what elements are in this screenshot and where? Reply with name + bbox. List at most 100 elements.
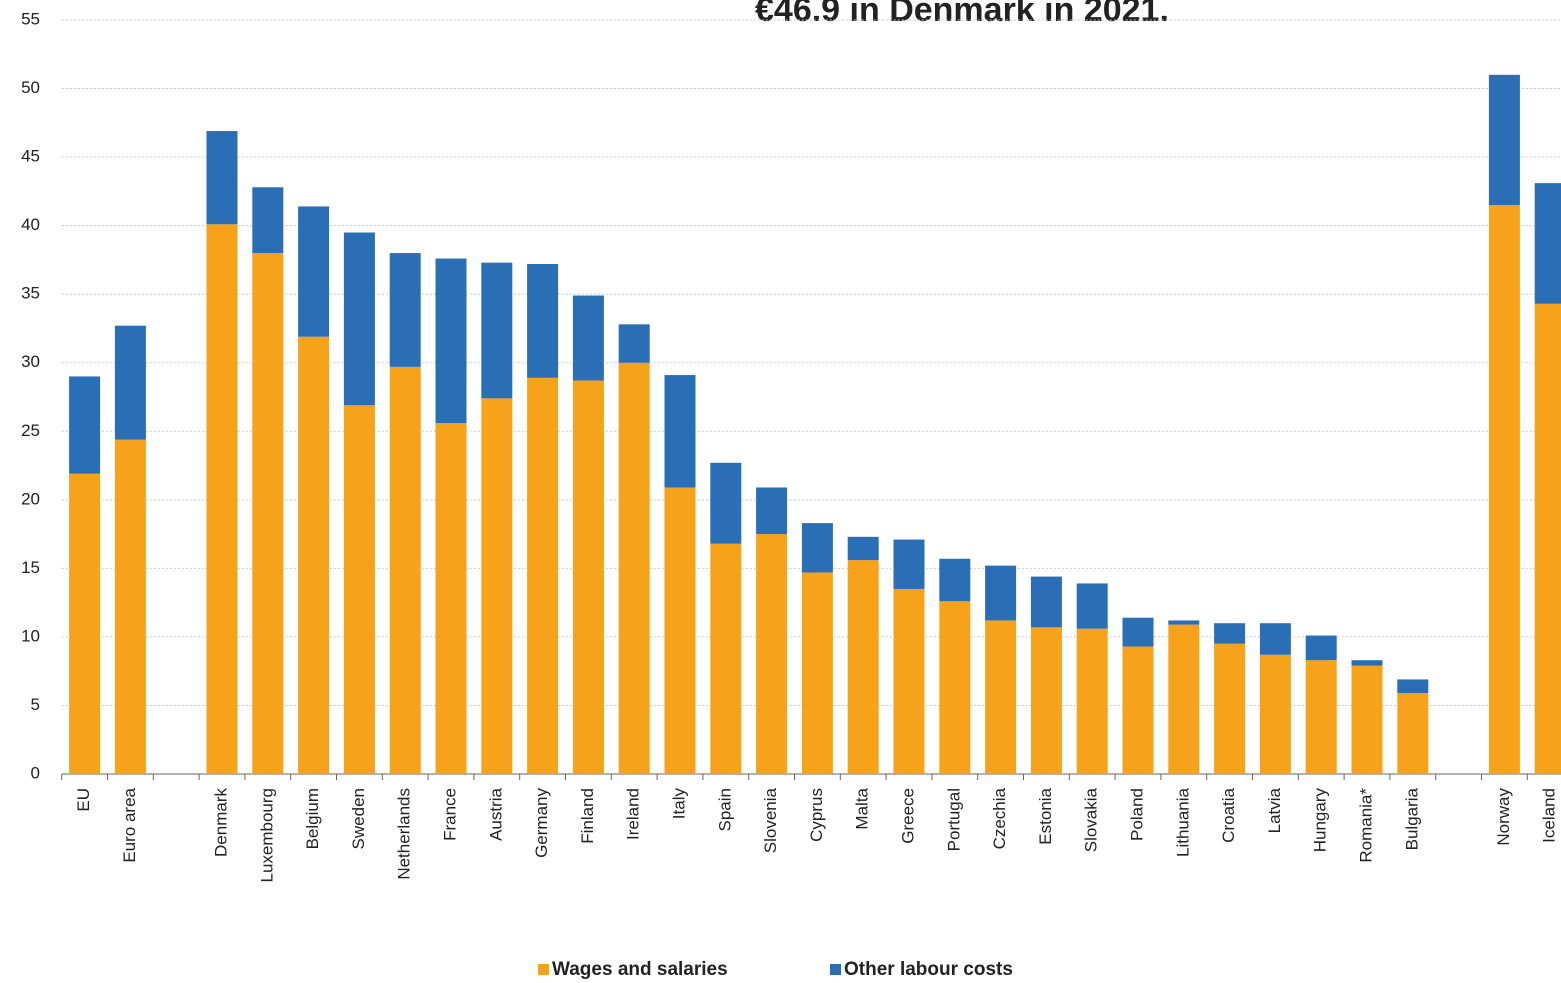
bar-segment xyxy=(1305,660,1337,774)
bar-segment xyxy=(1397,693,1429,774)
x-tick-label: Latvia xyxy=(1265,787,1284,833)
y-tick-label: 50 xyxy=(21,78,40,97)
y-tick-label: 5 xyxy=(31,695,40,714)
x-tick-label: Malta xyxy=(853,787,872,829)
bar-segment xyxy=(1259,654,1291,774)
bar-segment xyxy=(847,536,879,561)
bar-segment xyxy=(343,232,375,406)
bar-segment xyxy=(1259,623,1291,655)
bar-segment xyxy=(206,224,238,775)
legend-swatch xyxy=(538,964,549,975)
bar-segment xyxy=(1030,576,1062,628)
bar-segment xyxy=(298,336,330,774)
y-tick-label: 15 xyxy=(21,558,40,577)
x-tick-label: Belgium xyxy=(303,788,322,849)
x-tick-label: Croatia xyxy=(1219,787,1238,842)
y-tick-label: 30 xyxy=(21,352,40,371)
bar-segment xyxy=(69,376,101,474)
y-tick-label: 25 xyxy=(21,421,40,440)
x-tick-label: Slovenia xyxy=(761,787,780,853)
bar-segment xyxy=(527,264,559,378)
bar-segment xyxy=(801,572,833,774)
bar-segment xyxy=(801,523,833,573)
bar-segment xyxy=(1488,205,1520,774)
annotation: €46.9 in Denmark in 2021. xyxy=(755,0,1169,29)
bar-segment xyxy=(527,377,559,774)
bar-segment xyxy=(939,558,971,602)
bar-segment xyxy=(1168,620,1200,625)
legend-label: Other labour costs xyxy=(844,959,1013,980)
x-tick-label: Euro area xyxy=(120,787,139,862)
bar-segment xyxy=(389,366,421,774)
x-tick-label: Poland xyxy=(1127,788,1146,841)
bar-segment xyxy=(1397,679,1429,694)
bar-segment xyxy=(114,325,146,440)
x-tick-label: Estonia xyxy=(1036,787,1055,844)
bar-segment xyxy=(481,398,513,774)
bar-segment xyxy=(939,601,971,774)
x-tick-label: Norway xyxy=(1494,788,1513,846)
x-tick-label: Netherlands xyxy=(395,788,414,880)
y-tick-label: 35 xyxy=(21,284,40,303)
x-tick-label: EU xyxy=(74,788,93,812)
bar-segment xyxy=(664,487,696,774)
bar-segment xyxy=(252,253,284,774)
x-tick-label: Slovakia xyxy=(1082,787,1101,852)
bar-segment xyxy=(114,439,146,774)
bar-segment xyxy=(664,375,696,488)
x-tick-label: Bulgaria xyxy=(1402,787,1421,850)
bar-segment xyxy=(1030,627,1062,774)
bar-segment xyxy=(985,565,1017,621)
bar-segment xyxy=(572,380,604,774)
x-tick-label: Romania* xyxy=(1356,788,1375,863)
bar-segment xyxy=(206,131,238,225)
bar-segment xyxy=(985,620,1017,774)
bar-segment xyxy=(343,405,375,774)
y-tick-label: 45 xyxy=(21,147,40,166)
bar-segment xyxy=(572,295,604,381)
bar-segment xyxy=(756,487,788,535)
x-tick-label: Czechia xyxy=(990,787,1009,849)
x-tick-label: Lithuania xyxy=(1173,787,1192,857)
x-tick-label: Ireland xyxy=(624,788,643,840)
bar-segment xyxy=(435,258,467,424)
bar-segment xyxy=(1534,183,1561,304)
y-tick-label: 20 xyxy=(21,489,40,508)
bar-segment xyxy=(1076,583,1108,629)
y-tick-label: 0 xyxy=(31,763,40,782)
legend-label: Wages and salaries xyxy=(552,959,728,980)
bar-segment xyxy=(1305,635,1337,661)
x-tick-label: Greece xyxy=(898,788,917,844)
bar-segment xyxy=(1351,665,1383,774)
y-tick-label: 55 xyxy=(21,9,40,28)
bar-segment xyxy=(69,473,101,774)
bar-segment xyxy=(1534,303,1561,774)
bar-segment xyxy=(756,534,788,774)
bar-segment xyxy=(1214,643,1246,774)
y-tick-label: 40 xyxy=(21,215,40,234)
bar-segment xyxy=(1488,74,1520,206)
bar-segment xyxy=(893,588,925,774)
bar-segment xyxy=(1076,628,1108,774)
bar-segment xyxy=(893,539,925,589)
x-tick-label: Finland xyxy=(578,788,597,844)
x-tick-label: Sweden xyxy=(349,788,368,849)
bar-segment xyxy=(389,253,421,367)
bar-segment xyxy=(1168,624,1200,774)
bar-segment xyxy=(252,187,284,254)
x-tick-label: Iceland xyxy=(1540,788,1559,843)
bar-segment xyxy=(435,423,467,774)
bar-segment xyxy=(618,362,650,774)
x-tick-label: Spain xyxy=(715,788,734,831)
bar-segment xyxy=(1214,623,1246,644)
y-tick-label: 10 xyxy=(21,626,40,645)
x-tick-label: Denmark xyxy=(211,788,230,857)
bar-segment xyxy=(298,206,330,337)
x-tick-label: Italy xyxy=(669,788,688,820)
bar-segment xyxy=(710,543,742,774)
bar-segment xyxy=(710,462,742,544)
x-tick-label: Austria xyxy=(486,787,505,840)
bar-segment xyxy=(1351,660,1383,666)
